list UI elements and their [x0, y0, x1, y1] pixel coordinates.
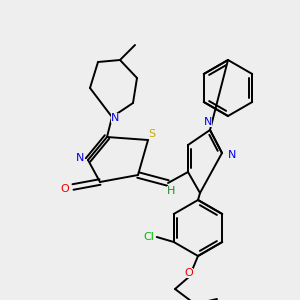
Text: N: N: [228, 150, 236, 160]
Text: H: H: [167, 186, 175, 196]
Text: S: S: [148, 129, 156, 139]
Text: N: N: [111, 113, 119, 123]
Text: O: O: [184, 268, 194, 278]
Text: O: O: [61, 184, 69, 194]
Text: Cl: Cl: [143, 232, 154, 242]
Text: N: N: [204, 117, 212, 127]
Text: N: N: [76, 153, 84, 163]
